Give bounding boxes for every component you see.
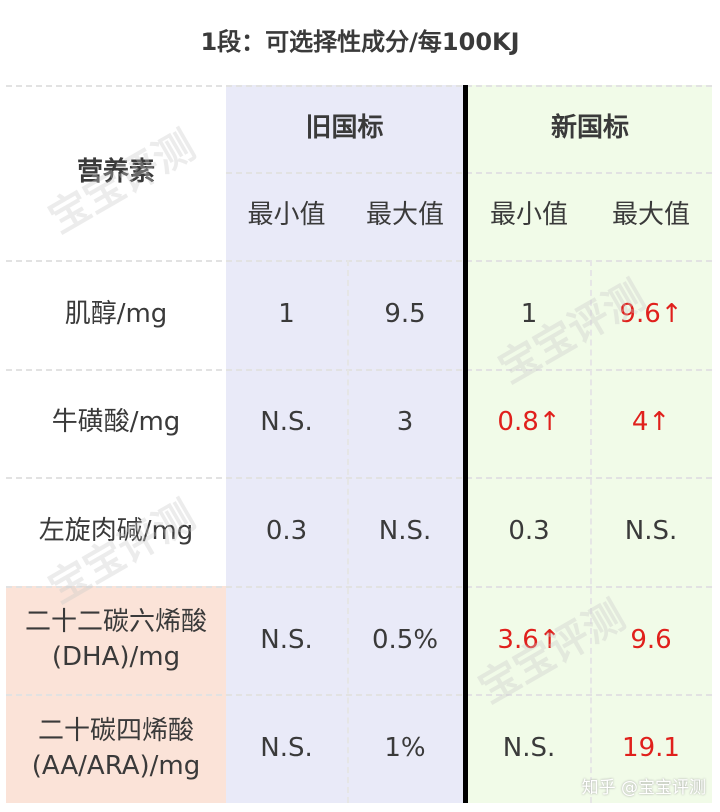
- new-min-value: 3.6↑: [468, 585, 590, 695]
- new-min-value: 0.8↑: [468, 368, 590, 478]
- row-divider: [6, 368, 712, 371]
- column-divider: [590, 260, 592, 803]
- nutrient-name: 左旋肉碱/mg: [38, 515, 194, 546]
- nutrient-name: 二十碳四烯酸 (AA/ARA)/mg: [6, 694, 226, 803]
- old-max-value: 9.5: [347, 260, 463, 369]
- new-max-value: 9.6↑: [590, 260, 712, 369]
- new-max-value: 9.6: [590, 585, 712, 695]
- old-max-value: 3: [347, 368, 463, 478]
- new-max-value: 4↑: [590, 368, 712, 478]
- old-max-value: 0.5%: [347, 585, 463, 695]
- old-min-value: 0.3: [226, 477, 347, 586]
- new-max-value: 19.1: [590, 694, 712, 803]
- row-divider: [6, 477, 712, 480]
- header-old-standard: 旧国标: [226, 85, 463, 172]
- new-min-value: 1: [468, 260, 590, 369]
- new-min-value: 0.3: [468, 477, 590, 586]
- header-new-max: 最大值: [590, 172, 712, 260]
- table-title: 1段：可选择性成分/每100KJ: [200, 28, 520, 56]
- old-max-value: 1%: [347, 694, 463, 803]
- standard-separator: [463, 85, 468, 803]
- new-max-value: N.S.: [590, 477, 712, 586]
- row-divider: [6, 585, 712, 588]
- nutrient-name: 二十二碳六烯酸 (DHA)/mg: [6, 585, 226, 695]
- row-divider: [6, 694, 712, 697]
- old-min-value: N.S.: [226, 585, 347, 695]
- header-nutrient: 营养素: [76, 156, 155, 187]
- row-divider: [6, 85, 712, 87]
- row-divider: [226, 172, 712, 174]
- new-min-value: N.S.: [468, 694, 590, 803]
- old-min-value: 1: [226, 260, 347, 369]
- header-new-min: 最小值: [468, 172, 590, 260]
- row-divider: [6, 260, 712, 262]
- header-old-max: 最大值: [347, 172, 463, 260]
- old-min-value: N.S.: [226, 694, 347, 803]
- old-min-value: N.S.: [226, 368, 347, 478]
- column-divider: [347, 260, 349, 803]
- nutrient-name: 牛磺酸/mg: [51, 407, 181, 438]
- nutrient-name: 肌醇/mg: [64, 298, 168, 329]
- comparison-table: 营养素 旧国标 新国标 最小值 最大值 最小值 最大值 肌醇/mg 1 9.5 1 9.…: [6, 85, 712, 803]
- source-credit: 知乎 @宝宝评测: [581, 778, 706, 798]
- header-old-min: 最小值: [226, 172, 347, 260]
- header-new-standard: 新国标: [468, 85, 712, 172]
- old-max-value: N.S.: [347, 477, 463, 586]
